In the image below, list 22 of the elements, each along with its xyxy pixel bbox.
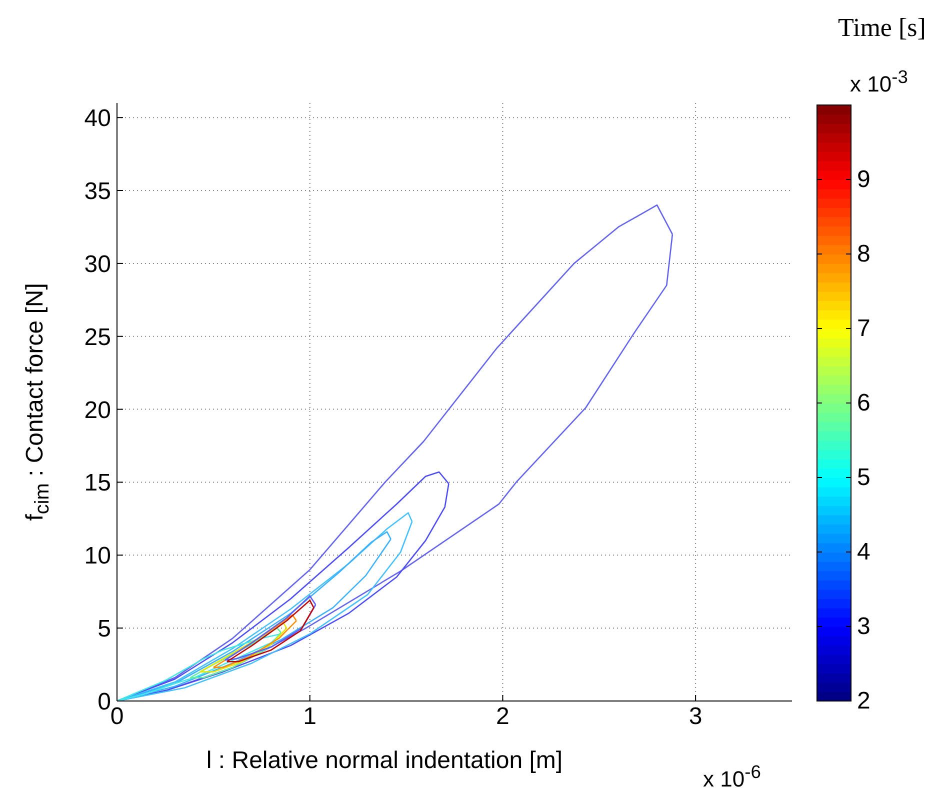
text: x 10$^{-3}$ (850, 66, 908, 98)
y-tick-label: 35 (84, 178, 111, 206)
x-axis-title: l : Relative normal indentation [m] (205, 747, 564, 775)
color-bar-label: 9 (857, 166, 870, 193)
x-tick-label: 1 (303, 703, 317, 730)
color-bar-label: 7 (857, 315, 870, 342)
y-tick-label: 15 (84, 470, 111, 497)
y-tick-label: 5 (98, 616, 111, 643)
y-tick-label: 10 (84, 542, 111, 570)
x-tick-label: 2 (496, 703, 510, 730)
color-bar-title: Time [s] (838, 13, 926, 43)
y-tick-label: 25 (84, 324, 111, 351)
y-tick-label: 30 (84, 250, 111, 278)
color-bar-label: 5 (857, 464, 870, 491)
y-tick-label: 40 (84, 105, 111, 132)
color-bar-label: 4 (857, 538, 870, 566)
y-tick-label: 20 (84, 396, 111, 424)
x-tick-label: 3 (688, 703, 702, 730)
color-bar-label: 8 (857, 240, 870, 268)
color-bar-label: 3 (857, 613, 870, 640)
text: x 10$^{-6}$ (703, 761, 761, 792)
color-bar-label: 6 (857, 390, 870, 416)
